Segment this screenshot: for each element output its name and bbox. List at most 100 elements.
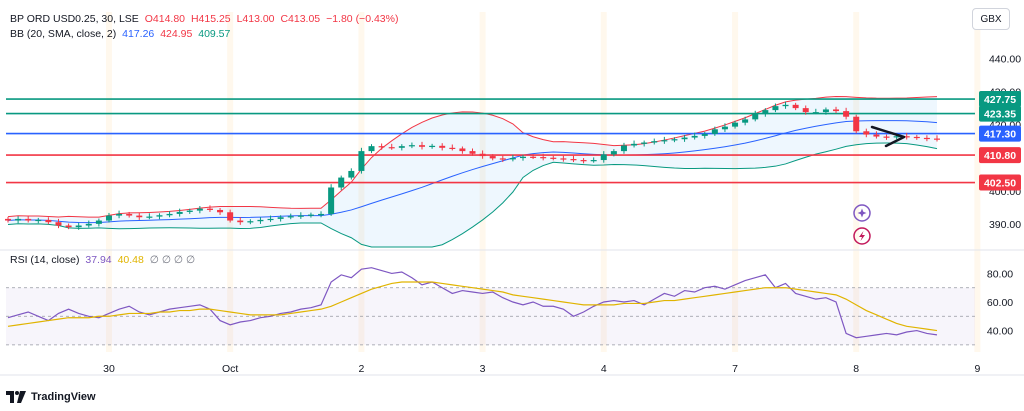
time-tick-label: Oct — [222, 363, 238, 375]
candle-body — [893, 136, 900, 138]
low-value: L413.00 — [236, 13, 275, 25]
price-tick-label: 390.00 — [989, 219, 1021, 231]
candle-body — [853, 116, 860, 132]
bb-upper-value: 424.95 — [160, 28, 193, 40]
rsi-value: 37.94 — [85, 254, 112, 266]
candle-body — [701, 133, 708, 136]
candle-body — [217, 209, 224, 213]
candle-body — [641, 142, 648, 144]
candle-body — [105, 215, 112, 221]
rsi-tick-label: 60.00 — [987, 297, 1013, 309]
candle-body — [95, 220, 102, 224]
currency-button[interactable]: GBX — [972, 8, 1010, 30]
candle-body — [408, 145, 415, 147]
level-price-tag[interactable] — [979, 174, 1021, 191]
candle-body — [136, 215, 143, 218]
candle-body — [651, 141, 658, 143]
rsi-label[interactable]: RSI (14, close) — [10, 254, 80, 266]
candle-body — [348, 170, 355, 178]
candle-body — [65, 225, 72, 228]
rsi-ma-value: 40.48 — [117, 254, 144, 266]
bb-label[interactable]: BB (20, SMA, close, 2) — [10, 28, 117, 40]
time-tick-label: 7 — [732, 363, 738, 375]
bb-basis-value: 417.26 — [122, 28, 155, 40]
candle-body — [116, 213, 123, 216]
rsi-pane — [7, 267, 938, 339]
candle-body — [126, 213, 133, 216]
tradingview-footer[interactable]: TradingView — [6, 391, 96, 403]
plus-star-icon[interactable] — [853, 204, 871, 222]
time-tick-label: 9 — [974, 363, 980, 375]
candle-body — [378, 146, 385, 148]
candle-body — [257, 219, 264, 222]
time-tick-label: 3 — [480, 363, 486, 375]
level-price-label: 417.30 — [984, 129, 1016, 141]
candles — [5, 101, 940, 230]
candle-body — [75, 225, 82, 228]
candle-body — [146, 216, 153, 218]
level-price-tag[interactable] — [979, 125, 1021, 142]
change-value: −1.80 (−0.43%) — [326, 13, 399, 25]
arrow-right-icon — [870, 125, 906, 148]
candle-body — [287, 216, 294, 218]
candle-body — [822, 109, 829, 113]
high-value: H415.25 — [190, 13, 231, 25]
candle-body — [439, 145, 446, 148]
price-axis[interactable]: 440.00430.00420.00410.00400.00390.00427.… — [979, 54, 1021, 338]
bb-upper-line — [7, 95, 938, 218]
candle-body — [560, 158, 567, 160]
candle-body — [843, 111, 850, 117]
tradingview-logo-icon — [6, 391, 26, 403]
candle-body — [570, 159, 577, 161]
horizontal-lines[interactable] — [6, 98, 975, 184]
candle-body — [873, 134, 880, 137]
level-price-tag[interactable] — [979, 105, 1021, 122]
open-value: O414.80 — [144, 13, 186, 25]
candle-body — [307, 214, 314, 216]
time-tick-label: 2 — [359, 363, 365, 375]
candle-body — [15, 218, 22, 221]
level-price-tag[interactable] — [979, 91, 1021, 108]
candle-body — [237, 220, 244, 223]
candle-body — [55, 222, 62, 226]
candle-body — [883, 136, 890, 138]
candle-body — [742, 119, 749, 123]
lightning-icon[interactable] — [853, 227, 871, 245]
rsi-tick-label: 80.00 — [987, 268, 1013, 280]
candle-body — [206, 208, 213, 210]
candle-body — [449, 147, 456, 150]
level-price-label: 410.80 — [984, 150, 1016, 162]
bollinger-bands — [7, 95, 938, 248]
candle-body — [196, 208, 203, 211]
candle-body — [620, 145, 627, 152]
candle-body — [25, 218, 32, 221]
candle-body — [247, 221, 254, 223]
candle-body — [156, 215, 163, 217]
candle-body — [913, 136, 920, 139]
candle-body — [600, 154, 607, 161]
rsi-ma-line — [7, 281, 938, 332]
bb-legend: BB (20, SMA, close, 2) 417.26 424.95 409… — [10, 28, 233, 40]
candle-body — [429, 145, 436, 148]
candle-body — [903, 136, 910, 138]
candle-body — [550, 157, 557, 159]
time-tick-label: 8 — [853, 363, 859, 375]
candle-body — [176, 211, 183, 214]
bb-fill — [8, 96, 937, 247]
candle-body — [580, 160, 587, 162]
candle-body — [398, 146, 405, 148]
candle-body — [631, 143, 638, 146]
brand-name: TradingView — [31, 391, 96, 403]
candle-body — [762, 110, 769, 115]
candle-body — [35, 219, 42, 222]
candle-body — [469, 151, 476, 154]
candle-body — [85, 223, 92, 226]
session-band — [974, 12, 981, 352]
time-axis[interactable]: 30 Oct 2 3 4 7 8 9 — [103, 363, 980, 375]
candle-body — [721, 126, 728, 130]
candle-body — [186, 210, 193, 212]
level-price-tag[interactable] — [979, 147, 1021, 164]
candle-body — [368, 146, 375, 152]
symbol-title[interactable]: BP ORD USD0.25, 30, LSE — [10, 13, 139, 25]
